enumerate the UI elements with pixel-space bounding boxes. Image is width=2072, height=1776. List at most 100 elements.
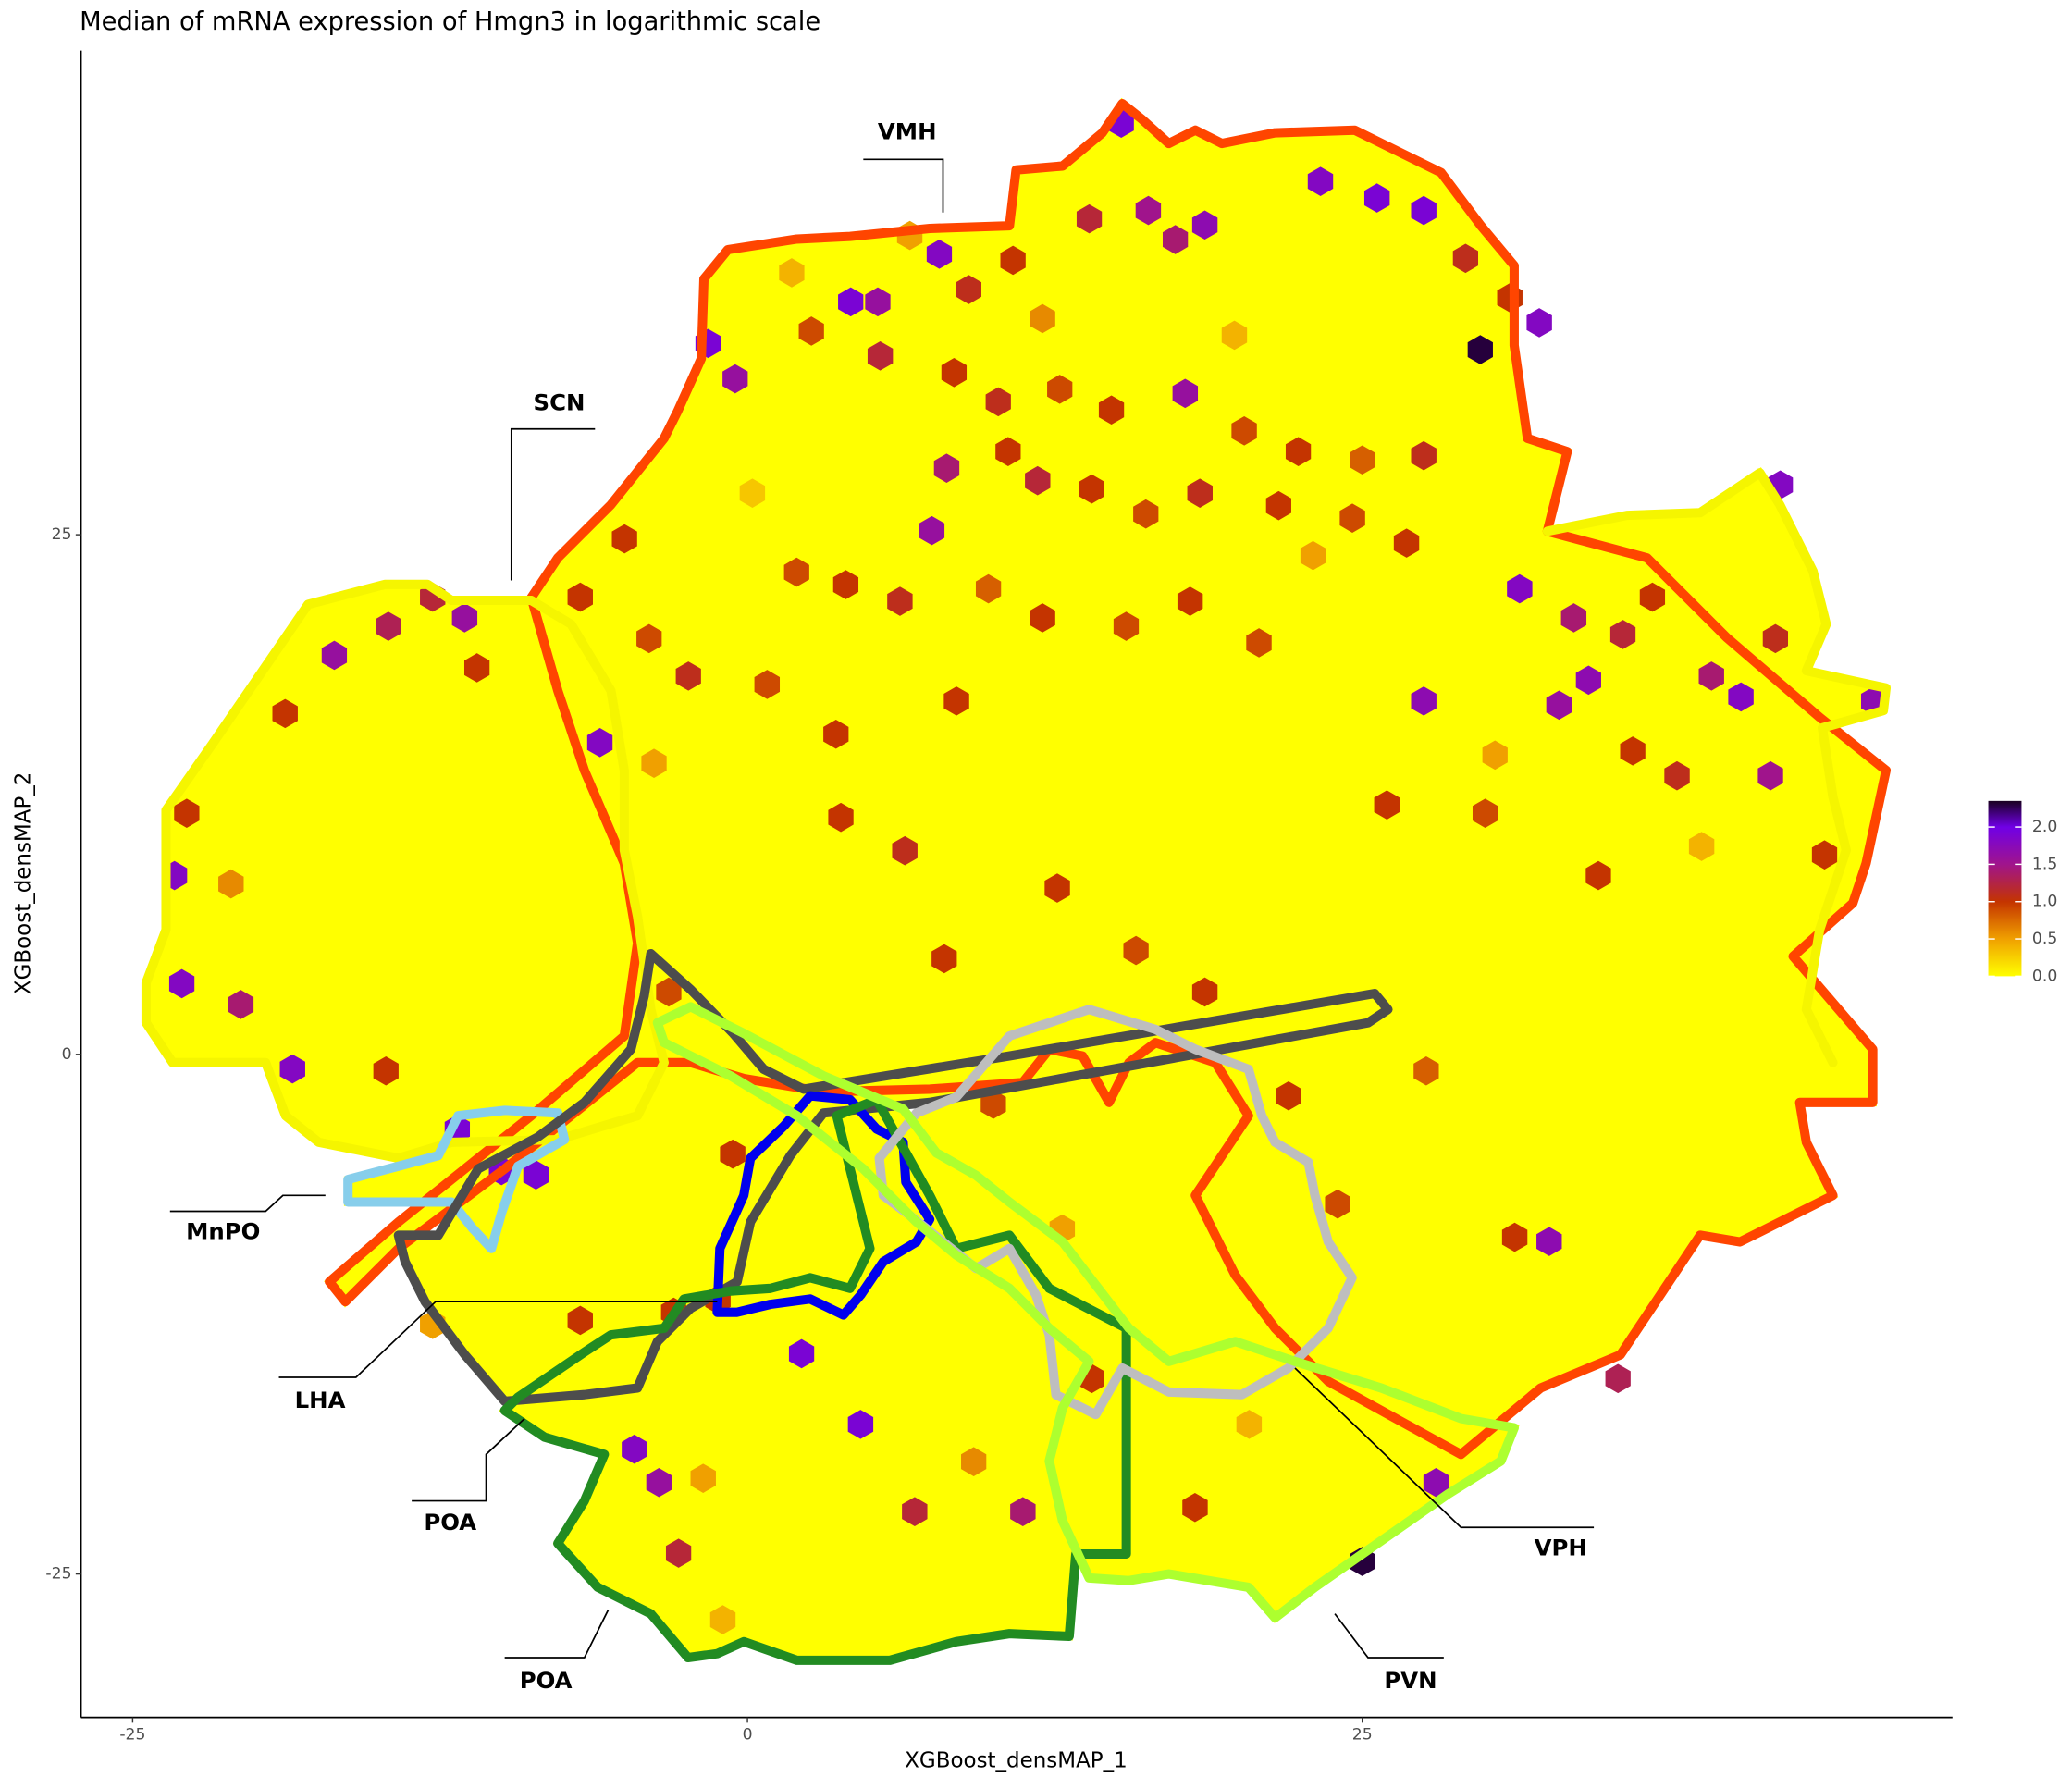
hexbin bbox=[1079, 474, 1104, 504]
hexbin bbox=[1182, 1492, 1208, 1523]
hexbin bbox=[961, 1447, 987, 1477]
region-outline bbox=[325, 98, 1892, 1460]
hexbin bbox=[1162, 225, 1189, 254]
hexbin bbox=[656, 977, 682, 1007]
hexbin bbox=[1639, 582, 1666, 612]
hexbin bbox=[1010, 1497, 1036, 1526]
y-tick-label: 25 bbox=[52, 525, 72, 544]
hexbin bbox=[1482, 740, 1508, 771]
region-fills bbox=[142, 97, 1891, 1665]
colorbar-tick-label: 1.5 bbox=[2032, 855, 2057, 873]
hexbin bbox=[218, 869, 244, 899]
hexbin bbox=[1560, 603, 1587, 633]
hexbin bbox=[1221, 320, 1248, 351]
hexbin bbox=[1605, 1363, 1631, 1394]
hexbin bbox=[1501, 1222, 1528, 1252]
hexbin bbox=[1758, 760, 1783, 791]
hexbin bbox=[926, 240, 953, 269]
hexbin bbox=[1762, 623, 1789, 654]
leader-line bbox=[278, 1301, 718, 1378]
hexbin bbox=[611, 524, 637, 554]
hexbin bbox=[1363, 183, 1390, 213]
hexbin bbox=[847, 1410, 874, 1439]
hexbin bbox=[451, 603, 478, 633]
region-label: POA bbox=[424, 1509, 476, 1536]
hexbin bbox=[956, 275, 981, 304]
hexbin bbox=[1546, 690, 1572, 721]
hexbin bbox=[690, 1463, 716, 1493]
hexbin bbox=[1374, 790, 1400, 820]
hexbin bbox=[865, 287, 891, 317]
leader-line bbox=[1294, 1367, 1595, 1529]
hexbin bbox=[1030, 603, 1055, 633]
hexbin bbox=[1191, 977, 1218, 1007]
hexbin bbox=[1411, 195, 1437, 226]
hexbin bbox=[722, 364, 748, 394]
hexbin bbox=[1265, 490, 1291, 521]
hexbin bbox=[1246, 628, 1272, 658]
hexbin bbox=[1133, 499, 1159, 529]
region-outline bbox=[874, 1005, 1357, 1420]
hexbin bbox=[1307, 166, 1334, 196]
leader-line bbox=[1334, 1613, 1444, 1659]
region-outline bbox=[652, 1002, 1519, 1622]
hexbin bbox=[1664, 760, 1690, 791]
region-label: SCN bbox=[534, 389, 586, 416]
leader-line bbox=[169, 1194, 326, 1213]
hexbin bbox=[1610, 620, 1636, 649]
hexbin bbox=[985, 387, 1011, 417]
colorbar-tick-label: 0.0 bbox=[2032, 967, 2057, 985]
hexbin bbox=[739, 478, 766, 508]
x-tick-label: 0 bbox=[743, 1725, 753, 1744]
hexbin bbox=[823, 719, 849, 749]
hexbin bbox=[373, 1055, 399, 1086]
hexbin bbox=[1285, 437, 1312, 467]
region-label: LHA bbox=[295, 1387, 346, 1413]
hexbin bbox=[995, 437, 1021, 467]
region-label: MnPO bbox=[186, 1218, 260, 1245]
hexbin bbox=[1472, 798, 1498, 828]
colorbar-tick-label: 2.0 bbox=[2032, 818, 2057, 836]
hexbin bbox=[1177, 586, 1203, 616]
hexbin bbox=[1300, 540, 1326, 571]
colorbar-tick-label: 0.5 bbox=[2032, 930, 2057, 948]
hexbin bbox=[1325, 1189, 1350, 1219]
hexbin bbox=[1030, 303, 1055, 334]
hexbin bbox=[1172, 378, 1199, 409]
hexbin bbox=[1113, 611, 1140, 641]
hexbin bbox=[1236, 1410, 1263, 1439]
x-tick-label: -25 bbox=[119, 1725, 145, 1744]
hexbin bbox=[1000, 245, 1026, 276]
hexbin bbox=[828, 802, 854, 832]
hexbin bbox=[720, 1139, 746, 1169]
hexbin bbox=[1526, 308, 1552, 338]
hexbin bbox=[567, 582, 593, 612]
hexbin bbox=[586, 728, 613, 758]
leader-line bbox=[504, 1609, 610, 1659]
hexbin bbox=[1231, 416, 1257, 446]
hexbin bbox=[1076, 204, 1103, 234]
hexbin bbox=[933, 453, 960, 483]
leader-line bbox=[863, 158, 944, 213]
leader-line bbox=[412, 1417, 525, 1502]
region-labels: VMH SCN MnPO LHA POA POA VPH PVN bbox=[169, 118, 1595, 1694]
hexbin bbox=[1423, 1467, 1449, 1498]
hexbin bbox=[1047, 375, 1073, 404]
region-outline bbox=[343, 1105, 570, 1253]
hexbin bbox=[1393, 528, 1420, 558]
region-outline bbox=[712, 1091, 935, 1320]
hexbin bbox=[1098, 395, 1125, 426]
hexbin bbox=[168, 968, 195, 999]
hexbin bbox=[463, 653, 490, 683]
region-label: PVN bbox=[1384, 1667, 1437, 1694]
region-label: POA bbox=[520, 1667, 573, 1694]
hexbin bbox=[980, 1090, 1006, 1119]
hexbin bbox=[1276, 1080, 1301, 1111]
x-tick-label: 25 bbox=[1352, 1725, 1373, 1744]
region-outline bbox=[1542, 468, 1892, 1067]
hexbin bbox=[919, 515, 945, 546]
hexbin bbox=[376, 611, 401, 641]
hexbin bbox=[1123, 935, 1149, 966]
hexbin bbox=[1025, 465, 1051, 496]
